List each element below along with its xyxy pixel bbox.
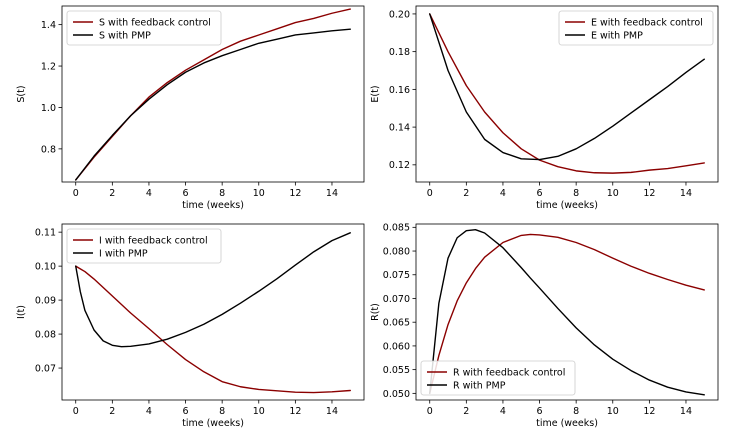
panel-s: 0 2 4 6 8 10 12 14 0.8 1.0 1.2 1.4 time (weeks) S(t) S… <box>16 5 365 211</box>
x-tick-label: 0 <box>427 406 433 417</box>
x-tick-label: 10 <box>607 188 619 199</box>
axes-frame <box>61 223 365 401</box>
x-tick-label: 12 <box>289 188 301 199</box>
series-line-pmp-e <box>429 13 705 161</box>
y-axis-label: E(t) <box>370 85 381 102</box>
y-tick-label: 1.4 <box>41 20 56 31</box>
x-tick-label: 4 <box>500 406 506 417</box>
y-tick-label: 0.11 <box>35 228 56 239</box>
x-tick-label: 12 <box>643 406 655 417</box>
x-tick-label: 2 <box>109 406 115 417</box>
x-tick-label: 10 <box>253 188 265 199</box>
x-tick-label: 2 <box>463 406 469 417</box>
y-tick-label: 1.0 <box>41 103 56 114</box>
x-tick-label: 8 <box>219 406 225 417</box>
x-tick-label: 14 <box>680 406 692 417</box>
y-tick-label: 0.10 <box>35 262 56 273</box>
y-tick-label: 0.16 <box>389 85 410 96</box>
legend-label-feedback: R with feedback control <box>453 367 565 378</box>
x-axis-label: time (weeks) <box>182 418 244 429</box>
x-tick-label: 0 <box>427 188 433 199</box>
legend: E with feedback control E with PMP <box>558 10 714 46</box>
x-tick-label: 4 <box>500 188 506 199</box>
legend-box <box>66 10 222 46</box>
x-tick-label: 12 <box>289 406 301 417</box>
legend-label-pmp: E with PMP <box>591 30 643 41</box>
series-line-pmp-i <box>75 232 351 348</box>
legend-label-feedback: E with feedback control <box>591 17 703 28</box>
x-tick-label: 14 <box>326 188 338 199</box>
x-axis-label: time (weeks) <box>182 200 244 211</box>
legend-label-pmp: I with PMP <box>99 248 148 259</box>
x-tick-label: 10 <box>253 406 265 417</box>
legend-label-pmp: R with PMP <box>453 380 506 391</box>
legend: R with feedback control R with PMP <box>420 360 576 396</box>
y-tick-label: 0.14 <box>389 123 410 134</box>
x-tick-label: 0 <box>73 188 79 199</box>
x-tick-label: 2 <box>463 188 469 199</box>
y-tick-label: 0.055 <box>383 365 410 376</box>
x-axis-label: time (weeks) <box>536 200 598 211</box>
legend-label-feedback: I with feedback control <box>99 235 208 246</box>
x-tick-label: 8 <box>219 188 225 199</box>
y-tick-label: 1.2 <box>41 61 56 72</box>
panel-r: 0 2 4 6 8 10 12 14 0.050 0.055 0.060 0.065 0.070 0.07… <box>370 223 719 429</box>
y-tick-label: 0.065 <box>383 318 410 329</box>
legend-box <box>66 228 222 264</box>
series-line-feedback-e <box>429 13 705 174</box>
y-tick-label: 0.07 <box>35 363 56 374</box>
x-tick-label: 6 <box>183 188 189 199</box>
legend: I with feedback control I with PMP <box>66 228 222 264</box>
y-tick-label: 0.8 <box>41 144 56 155</box>
axes-frame <box>415 223 719 401</box>
x-tick-label: 8 <box>573 406 579 417</box>
y-tick-label: 0.050 <box>383 389 410 400</box>
series-line-feedback-r <box>429 233 705 395</box>
legend-box <box>558 10 714 46</box>
y-tick-label: 0.08 <box>35 329 56 340</box>
panel-i: 0 2 4 6 8 10 12 14 0.07 0.08 0.09 0.10 0.11 time (wee… <box>16 223 365 429</box>
x-tick-label: 8 <box>573 188 579 199</box>
x-tick-label: 6 <box>537 188 543 199</box>
x-tick-label: 14 <box>680 188 692 199</box>
y-tick-label: 0.060 <box>383 341 410 352</box>
axes-frame <box>61 5 365 183</box>
x-tick-label: 2 <box>109 188 115 199</box>
series-line-pmp-r <box>429 228 705 396</box>
y-axis-label: S(t) <box>16 85 27 102</box>
series-line-feedback-i <box>75 265 351 394</box>
y-axis-label: R(t) <box>370 303 381 321</box>
series-line-pmp-s <box>75 28 351 181</box>
axes-frame <box>415 5 719 183</box>
x-tick-label: 4 <box>146 188 152 199</box>
x-tick-label: 14 <box>326 406 338 417</box>
y-axis-label: I(t) <box>16 305 27 319</box>
y-tick-label: 0.09 <box>35 296 56 307</box>
legend-box <box>420 360 576 396</box>
x-tick-label: 6 <box>183 406 189 417</box>
y-tick-label: 0.20 <box>389 9 410 20</box>
y-tick-label: 0.12 <box>389 160 410 171</box>
legend-label-pmp: S with PMP <box>99 30 151 41</box>
y-tick-label: 0.070 <box>383 294 410 305</box>
x-tick-label: 10 <box>607 406 619 417</box>
x-tick-label: 0 <box>73 406 79 417</box>
y-tick-label: 0.080 <box>383 246 410 257</box>
legend: S with feedback control S with PMP <box>66 10 222 46</box>
x-axis-label: time (weeks) <box>536 418 598 429</box>
x-tick-label: 12 <box>643 188 655 199</box>
y-tick-label: 0.18 <box>389 47 410 58</box>
x-tick-label: 6 <box>537 406 543 417</box>
y-tick-label: 0.085 <box>383 223 410 234</box>
x-tick-label: 4 <box>146 406 152 417</box>
y-tick-label: 0.075 <box>383 270 410 281</box>
legend-label-feedback: S with feedback control <box>99 17 211 28</box>
panel-e: 0 2 4 6 8 10 12 14 0.12 0.14 0.16 0.18 0.20 time (wee… <box>370 5 719 211</box>
